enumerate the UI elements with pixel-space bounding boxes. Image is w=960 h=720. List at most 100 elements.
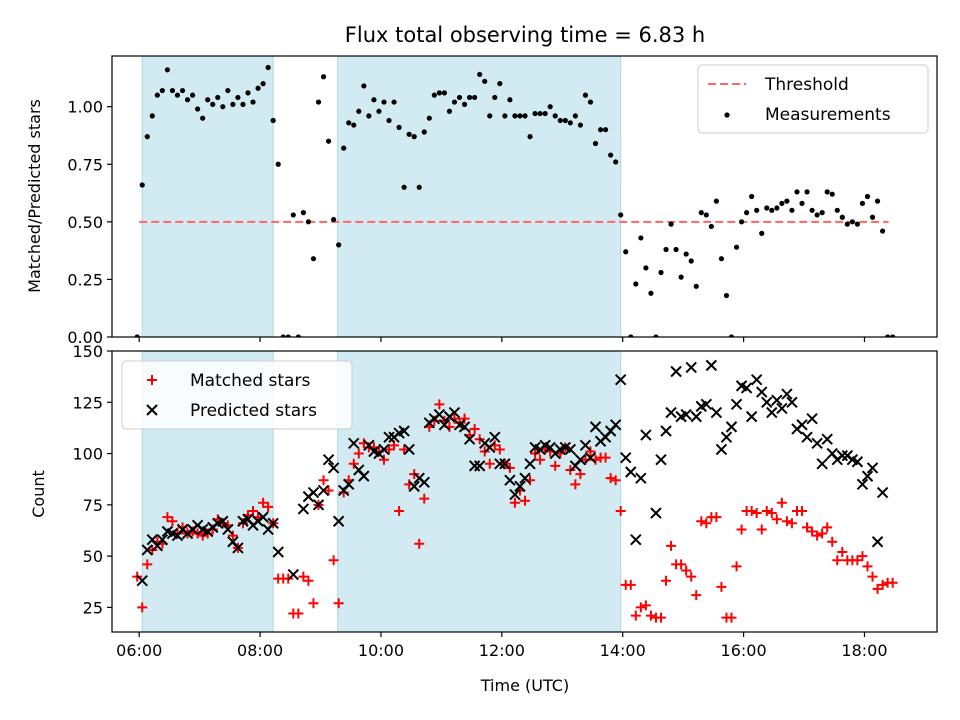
measurement-point xyxy=(582,92,589,98)
measurement-point xyxy=(331,216,337,223)
shaded-span xyxy=(337,350,622,633)
top-axes-frame xyxy=(111,55,938,338)
predicted-star-point xyxy=(781,388,793,400)
measurement-point xyxy=(189,92,196,98)
predicted-star-point xyxy=(776,402,788,415)
measurement-point xyxy=(547,104,553,110)
bottom-axes-frame xyxy=(111,350,938,633)
predicted-star-point xyxy=(322,454,335,466)
matched-star-point xyxy=(605,473,616,484)
measurement-point xyxy=(446,108,453,114)
matched-star-point xyxy=(761,505,772,516)
measurement-point xyxy=(477,71,483,78)
bottom-panel: 25 50 75 100 125 150 06:00 08:00 10:00 12:00 14:00… xyxy=(72,342,938,660)
predicted-star-point xyxy=(438,419,451,431)
measurement-point xyxy=(512,113,518,119)
predicted-star-point xyxy=(504,474,516,486)
measurement-point xyxy=(839,214,845,220)
matched-star-point xyxy=(746,505,757,516)
measurement-point xyxy=(235,94,241,101)
predicted-star-point xyxy=(272,546,284,558)
legend-box xyxy=(121,360,353,430)
measurement-point xyxy=(688,258,694,264)
measurement-point xyxy=(814,212,820,218)
predicted-star-point xyxy=(348,437,360,450)
measurement-point xyxy=(537,110,543,117)
measurement-point xyxy=(305,219,312,225)
matched-star-point xyxy=(353,448,364,459)
predicted-star-point xyxy=(418,476,430,488)
predicted-star-point xyxy=(640,429,652,441)
predicted-star-point xyxy=(620,451,632,464)
predicted-star-point xyxy=(579,439,592,452)
legend-measurement-swatch xyxy=(724,112,730,118)
matched-star-point xyxy=(298,571,309,582)
measurement-point xyxy=(451,99,458,105)
measurement-point xyxy=(562,117,568,124)
predicted-star-point xyxy=(851,456,864,468)
matched-star-point xyxy=(852,555,863,566)
predicted-star-point xyxy=(836,449,849,462)
measurement-point xyxy=(381,99,387,105)
matched-star-point xyxy=(293,608,304,619)
matched-star-point xyxy=(822,522,833,533)
matched-star-point xyxy=(666,540,677,551)
x-tick-label: 10:00 xyxy=(358,641,404,660)
predicted-star-point xyxy=(136,575,148,587)
matched-star-point xyxy=(857,551,868,562)
y-tick-label: 0.75 xyxy=(67,155,103,174)
x-tick-label: 08:00 xyxy=(237,641,283,660)
measurement-point xyxy=(517,113,523,119)
predicted-star-point xyxy=(650,507,662,519)
measurement-point xyxy=(703,212,709,218)
predicted-star-point xyxy=(876,486,889,499)
y-tick-label: 75 xyxy=(83,496,103,515)
predicted-star-point xyxy=(786,396,798,408)
predicted-star-point xyxy=(156,533,169,546)
predicted-star-point xyxy=(609,419,622,431)
predicted-star-point xyxy=(463,433,476,445)
predicted-star-point xyxy=(222,523,234,536)
measurement-point xyxy=(648,290,654,296)
measurement-point xyxy=(597,127,604,133)
predicted-star-point xyxy=(861,470,874,482)
y-tick-label: 0.00 xyxy=(67,328,103,347)
predicted-star-point xyxy=(297,503,310,515)
measurement-point xyxy=(869,214,876,220)
measurement-point xyxy=(310,256,317,262)
measurement-point xyxy=(265,64,271,71)
measurement-point xyxy=(361,83,367,89)
measurement-point xyxy=(557,117,563,124)
measurement-point xyxy=(200,115,206,121)
measurement-point xyxy=(275,161,281,167)
matched-star-point xyxy=(333,598,344,609)
x-tick-label: 18:00 xyxy=(841,641,887,660)
matched-star-point xyxy=(766,508,777,519)
top-panel: 0.00 0.25 0.50 0.75 1.00 Threshold Measurement… xyxy=(67,55,938,347)
predicted-star-point xyxy=(589,421,602,433)
measurement-point xyxy=(482,78,488,84)
predicted-star-point xyxy=(710,406,723,419)
predicted-star-point xyxy=(408,480,420,493)
matched-star-point xyxy=(781,516,792,527)
measurement-point xyxy=(643,265,649,271)
predicted-star-point xyxy=(685,361,697,374)
predicted-star-point xyxy=(771,394,783,406)
predicted-star-point xyxy=(141,544,153,556)
matched-star-point xyxy=(817,528,828,539)
matched-star-point xyxy=(328,555,339,566)
measurement-point xyxy=(789,207,795,213)
measurement-point xyxy=(366,113,372,119)
top-legend: Threshold Measurements xyxy=(697,64,929,134)
measurement-point xyxy=(502,113,508,119)
matched-star-point xyxy=(258,497,269,508)
measurement-point xyxy=(749,193,755,200)
measurement-point xyxy=(320,74,327,80)
measurement-point xyxy=(134,334,140,337)
measurement-point xyxy=(174,92,181,98)
measurement-point xyxy=(602,127,609,133)
predicted-star-point xyxy=(761,396,773,408)
measurement-point xyxy=(663,246,669,253)
measurement-point xyxy=(220,104,226,110)
matched-star-point xyxy=(227,530,238,541)
